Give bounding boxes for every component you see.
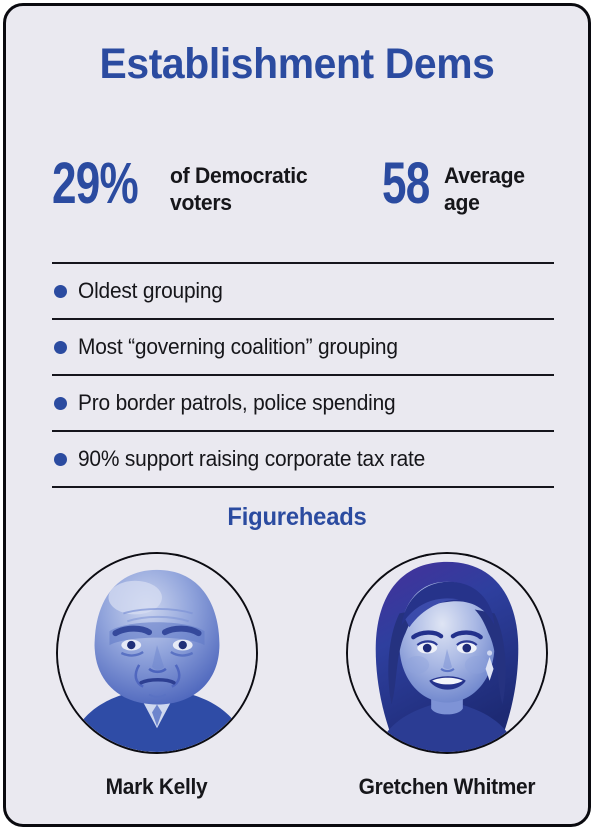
list-item-label: 90% support raising corporate tax rate [78,446,426,471]
list-item: Most “governing coalition” grouping [52,320,554,374]
divider [52,262,554,264]
stat-value: 58 [382,151,430,216]
page-title: Establishment Dems [99,40,495,88]
stat-label: Average age [444,163,525,215]
figurehead-name: Mark Kelly [106,774,208,799]
divider [52,374,554,376]
list-item-label: Oldest grouping [78,278,223,303]
bullet-dot-icon [54,452,67,466]
infographic-card: Establishment Dems 29% of Democratic vot… [3,3,591,827]
bullet-dot-icon [54,284,67,298]
list-item: Oldest grouping [52,264,554,318]
divider [52,486,554,488]
bullet-dot-icon [54,340,67,354]
avatar [56,552,258,754]
list-item: 90% support raising corporate tax rate [52,432,554,486]
figureheads-row: Mark Kelly [52,552,552,800]
stat-value: 29% [52,151,139,216]
stats-row: 29% of Democratic voters 58 Average age [52,151,552,216]
figurehead-mark-kelly: Mark Kelly [52,552,262,800]
attribute-list: Oldest grouping Most “governing coalitio… [52,262,554,488]
figurehead-gretchen-whitmer: Gretchen Whitmer [342,552,552,800]
avatar [346,552,548,754]
stat-label: of Democratic voters [170,163,308,215]
stat-percent-democratic-voters: 29% of Democratic voters [52,151,382,216]
bullet-dot-icon [54,396,67,410]
figurehead-name: Gretchen Whitmer [358,774,536,799]
portrait-gretchen-whitmer-image [348,554,546,752]
list-item: Pro border patrols, police spending [52,376,554,430]
list-item-label: Pro border patrols, police spending [78,390,396,415]
divider [52,430,554,432]
divider [52,318,554,320]
list-item-label: Most “governing coalition” grouping [78,334,398,359]
figureheads-heading: Figureheads [227,503,367,531]
stat-average-age: 58 Average age [382,151,530,216]
portrait-mark-kelly-image [58,554,256,752]
